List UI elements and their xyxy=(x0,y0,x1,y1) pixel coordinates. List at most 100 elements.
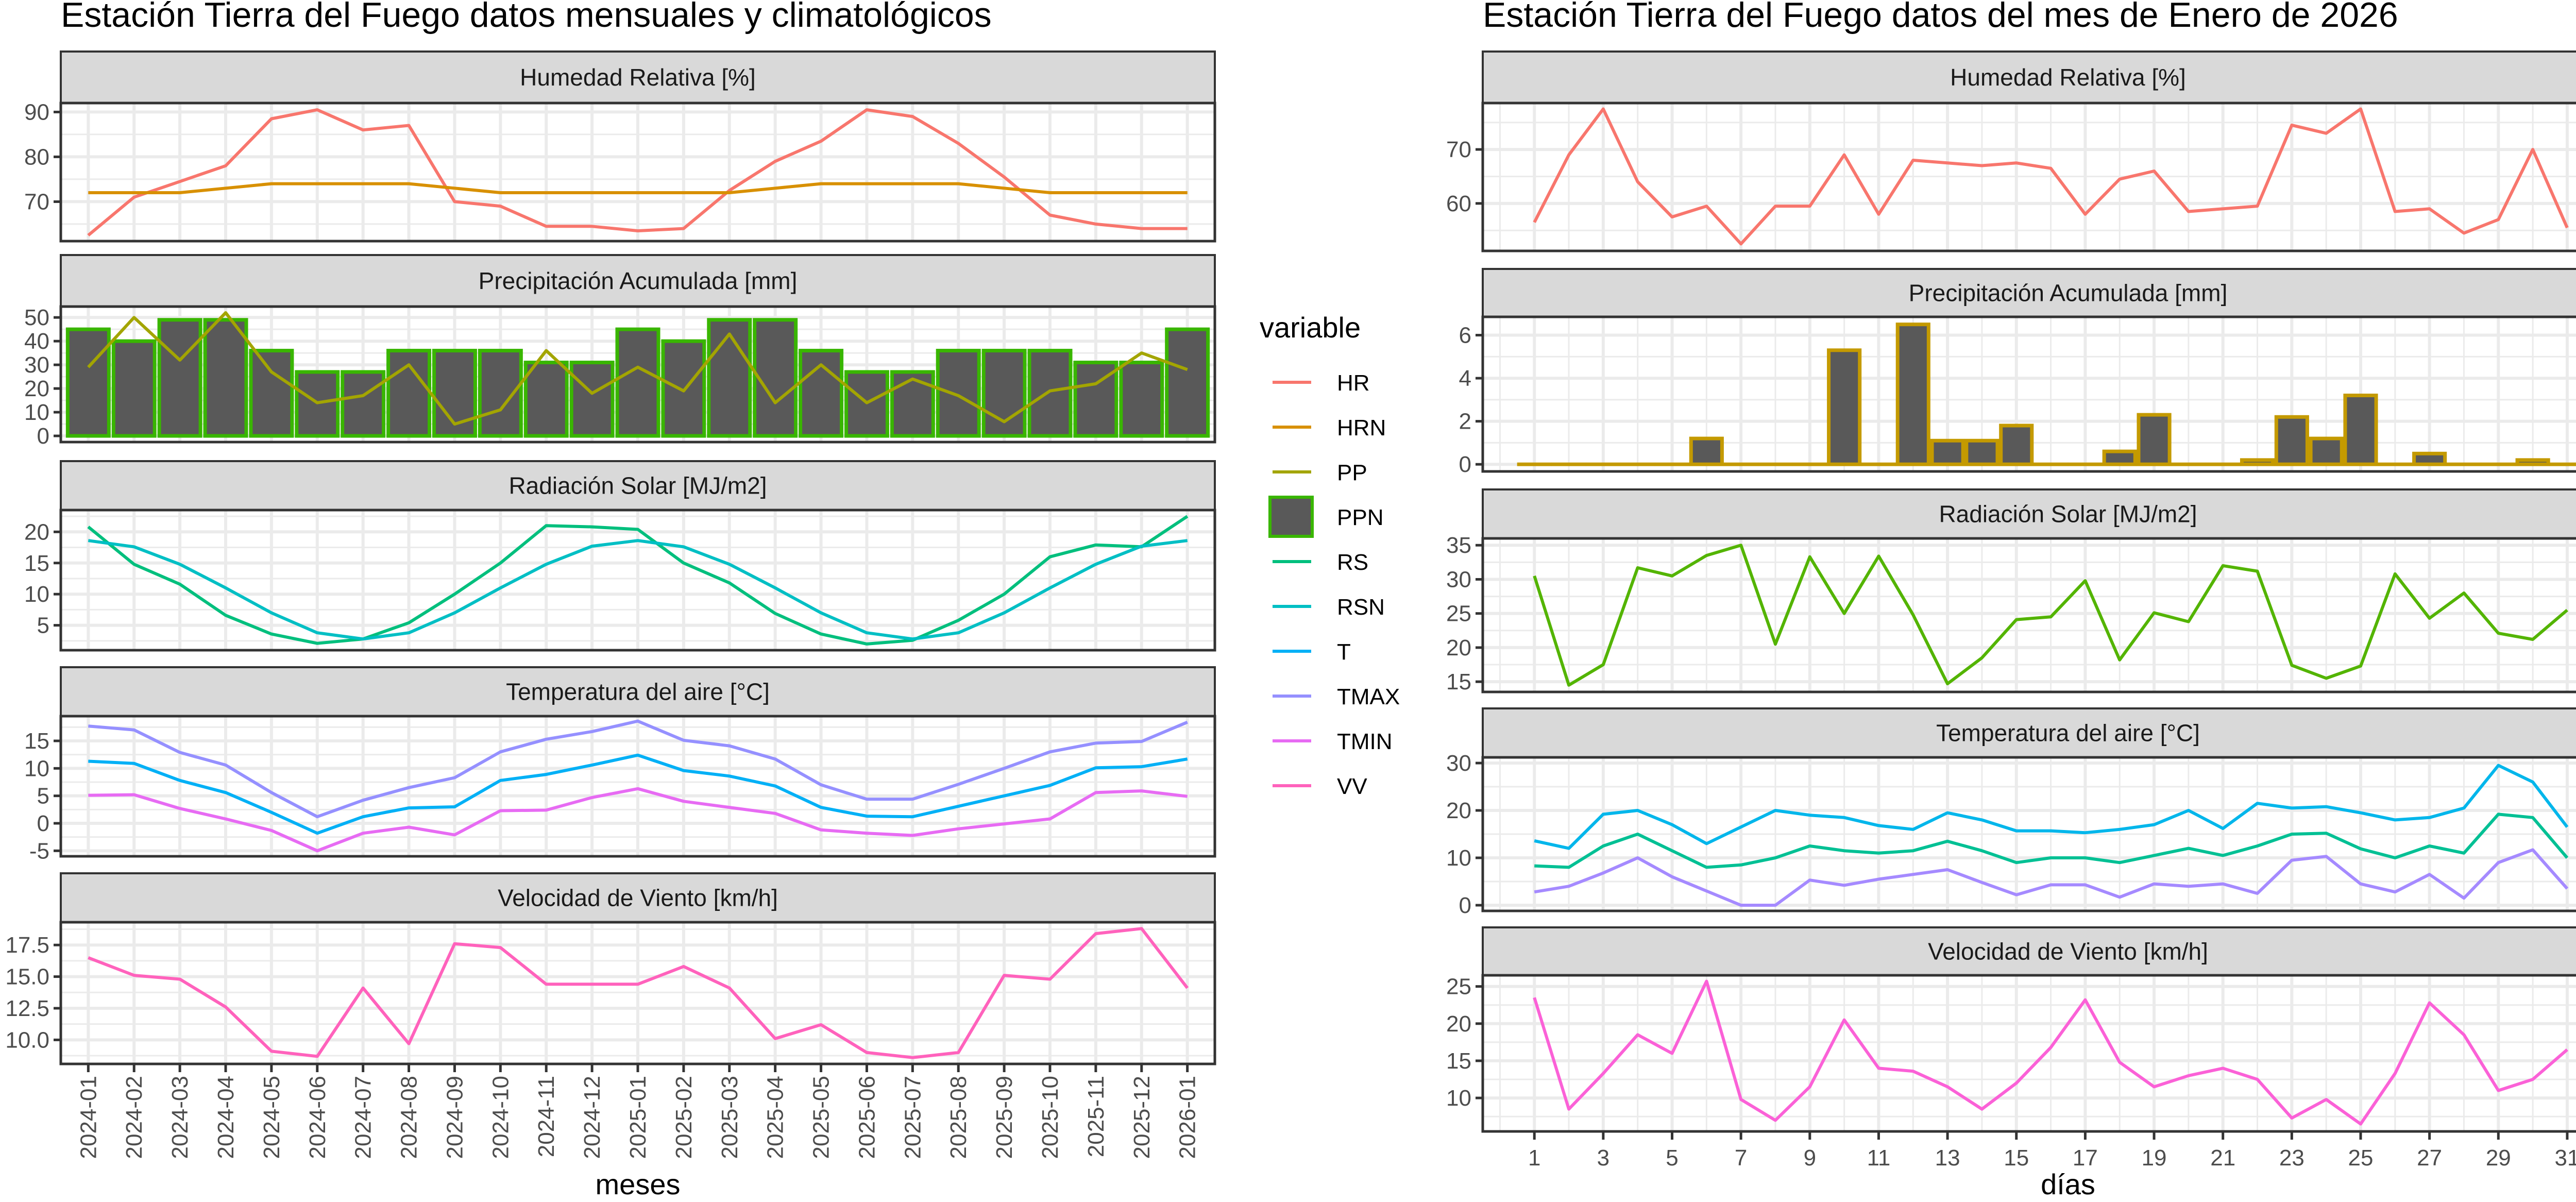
bar-PP xyxy=(1932,441,1963,464)
x-axis-title: meses xyxy=(596,1168,681,1199)
facet-strip-label: Temperatura del aire [°C] xyxy=(1936,720,2200,747)
panel-background xyxy=(1483,538,2576,692)
chart-title: Estación Tierra del Fuego datos del mes … xyxy=(1483,0,2398,35)
panel-background xyxy=(1483,975,2576,1131)
bar-PP xyxy=(2414,453,2445,464)
legend-item-t: T xyxy=(1273,639,1351,665)
y-tick-label: 30 xyxy=(1446,567,1471,592)
legend-label: RSN xyxy=(1337,595,1385,620)
x-axis-title: días xyxy=(2041,1168,2095,1199)
y-tick-label: 50 xyxy=(24,305,49,330)
y-tick-label: 5 xyxy=(37,613,49,638)
x-tick-label: 2024-11 xyxy=(534,1076,559,1157)
bar-PPN xyxy=(526,363,567,436)
x-tick-label: 2024-08 xyxy=(397,1076,422,1159)
bar-PPN xyxy=(892,372,933,436)
bar-PPN xyxy=(755,320,796,436)
y-tick-label: 15 xyxy=(24,729,49,754)
x-tick-label: 5 xyxy=(1666,1145,1678,1171)
x-tick-label: 2025-06 xyxy=(854,1076,879,1159)
x-tick-label: 2024-01 xyxy=(76,1076,101,1159)
y-tick-label: 10 xyxy=(24,756,49,781)
y-tick-label: 10 xyxy=(1446,845,1471,871)
x-tick-label: 7 xyxy=(1735,1145,1747,1171)
legend-label: RS xyxy=(1337,550,1368,575)
y-tick-label: 6 xyxy=(1459,323,1471,348)
legend-title: variable xyxy=(1260,311,1361,344)
y-tick-label: 25 xyxy=(1446,601,1471,627)
bar-PPN xyxy=(251,351,292,436)
y-tick-label: 0 xyxy=(1459,452,1471,477)
y-tick-label: 30 xyxy=(24,352,49,378)
x-tick-label: 2024-03 xyxy=(167,1076,193,1159)
x-tick-label: 29 xyxy=(2486,1145,2511,1171)
y-tick-label: 4 xyxy=(1459,366,1471,391)
bar-PP xyxy=(2276,417,2307,464)
bar-PP xyxy=(2139,415,2170,464)
y-tick-label: 0 xyxy=(1459,893,1471,918)
facet-strip-label: Precipitación Acumulada [mm] xyxy=(479,267,798,294)
x-tick-label: 13 xyxy=(1935,1145,1960,1171)
y-tick-label: 80 xyxy=(24,144,49,170)
y-tick-label: 20 xyxy=(1446,1011,1471,1037)
y-tick-label: 17.5 xyxy=(5,933,49,958)
x-tick-label: 17 xyxy=(2073,1145,2098,1171)
facet-strip-label: Humedad Relativa [%] xyxy=(1950,64,2186,91)
x-tick-label: 2024-05 xyxy=(259,1076,284,1159)
x-tick-label: 19 xyxy=(2142,1145,2167,1171)
y-tick-label: 5 xyxy=(37,784,49,809)
y-tick-label: 20 xyxy=(24,519,49,545)
bar-PPN xyxy=(1029,351,1071,436)
y-tick-label: 70 xyxy=(1446,137,1471,162)
chart-title: Estación Tierra del Fuego datos mensuale… xyxy=(61,0,992,35)
bar-PP xyxy=(1897,325,1928,465)
legend-item-tmax: TMAX xyxy=(1273,684,1400,709)
x-tick-label: 2025-09 xyxy=(992,1076,1017,1159)
x-tick-label: 27 xyxy=(2417,1145,2442,1171)
y-tick-label: 90 xyxy=(24,99,49,125)
x-tick-label: 31 xyxy=(2554,1145,2576,1171)
x-tick-label: 2025-12 xyxy=(1129,1076,1155,1159)
facet-strip-label: Radiación Solar [MJ/m2] xyxy=(509,472,767,499)
bar-PP xyxy=(1691,438,1722,464)
legend-label: PPN xyxy=(1337,505,1383,530)
y-tick-label: 10 xyxy=(24,582,49,607)
bar-PPN xyxy=(159,320,200,436)
bar-PP xyxy=(2242,460,2273,464)
legend-item-vv: VV xyxy=(1273,774,1367,799)
x-tick-label: 2026-01 xyxy=(1175,1076,1200,1159)
x-tick-label: 9 xyxy=(1804,1145,1816,1171)
bar-PPN xyxy=(67,329,109,436)
y-tick-label: -5 xyxy=(29,838,49,864)
x-tick-label: 2024-12 xyxy=(580,1076,605,1159)
facet-strip-label: Radiación Solar [MJ/m2] xyxy=(1939,501,2197,528)
x-tick-label: 2024-04 xyxy=(213,1076,239,1159)
x-tick-label: 2024-06 xyxy=(305,1076,330,1159)
bar-PPN xyxy=(1121,363,1162,436)
x-tick-label: 21 xyxy=(2210,1145,2235,1171)
y-tick-label: 10.0 xyxy=(5,1027,49,1053)
bar-PP xyxy=(2001,426,2032,464)
legend-item-hr: HR xyxy=(1273,370,1370,396)
bar-PPN xyxy=(571,363,613,436)
legend-label: HR xyxy=(1337,370,1370,396)
legend-label: TMIN xyxy=(1337,729,1393,754)
y-tick-label: 40 xyxy=(24,329,49,354)
y-tick-label: 35 xyxy=(1446,533,1471,558)
x-tick-label: 2025-11 xyxy=(1083,1076,1109,1157)
x-tick-label: 11 xyxy=(1867,1145,1891,1171)
legend-label: VV xyxy=(1337,774,1367,799)
x-tick-label: 2025-03 xyxy=(717,1076,742,1159)
facet-strip-label: Temperatura del aire [°C] xyxy=(506,679,770,705)
facet-strip-label: Humedad Relativa [%] xyxy=(520,64,756,91)
y-tick-label: 10 xyxy=(1446,1086,1471,1111)
y-tick-label: 70 xyxy=(24,189,49,214)
x-tick-label: 2025-05 xyxy=(809,1076,834,1159)
